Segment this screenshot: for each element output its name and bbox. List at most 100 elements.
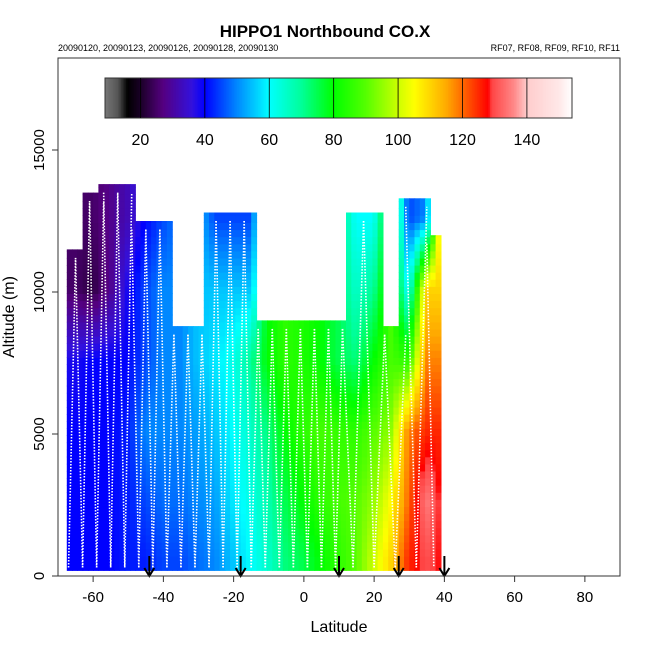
curtain-cell: [77, 407, 84, 415]
curtain-cell: [398, 463, 405, 472]
curtain-cell: [66, 563, 73, 571]
curtain-cell: [404, 357, 410, 365]
curtain-cell: [245, 272, 252, 280]
curtain-cell: [409, 250, 416, 259]
curtain-cell: [398, 449, 405, 458]
curtain-cell: [251, 556, 258, 564]
curtain-cell: [235, 250, 242, 259]
colorbar-segment: [433, 78, 436, 118]
curtain-cell: [156, 520, 163, 529]
curtain-cell: [203, 328, 210, 337]
curtain-cell: [130, 350, 136, 358]
curtain-cell: [261, 513, 268, 522]
curtain-cell: [398, 336, 405, 344]
curtain-cell: [398, 357, 405, 365]
curtain-cell: [267, 556, 273, 564]
curtain-cell: [351, 407, 358, 415]
curtain-cell: [135, 492, 142, 500]
curtain-cell: [425, 556, 431, 564]
colorbar-segment: [134, 78, 137, 118]
curtain-cell: [298, 556, 305, 564]
curtain-cell: [203, 513, 210, 522]
curtain-cell: [172, 520, 179, 529]
curtain-cell: [209, 527, 215, 536]
curtain-cell: [419, 492, 426, 500]
curtain-cell: [235, 307, 242, 316]
flight-profile-line: [74, 257, 84, 568]
colorbar-segment: [565, 78, 568, 118]
curtain-cell: [256, 399, 263, 408]
curtain-cell: [335, 478, 342, 486]
curtain-cell: [356, 321, 363, 330]
curtain-cell: [335, 541, 342, 550]
curtain-cell: [119, 300, 126, 309]
curtain-cell: [245, 506, 252, 515]
curtain-cell: [224, 265, 231, 273]
flight-profile-line: [271, 328, 281, 568]
curtain-cell: [87, 556, 94, 564]
curtain-cell: [214, 343, 221, 351]
colorbar-segment: [167, 78, 170, 118]
curtain-cell: [82, 300, 89, 309]
curtain-cell: [114, 222, 121, 231]
curtain-cell: [145, 257, 152, 266]
curtain-cell: [198, 478, 205, 486]
flight-profile-line: [306, 328, 316, 568]
curtain-cell: [361, 378, 368, 387]
curtain-cell: [435, 527, 442, 536]
colorbar-segment: [480, 78, 483, 118]
curtain-cell: [219, 428, 226, 436]
curtain-cell: [209, 265, 215, 273]
curtain-cell: [430, 399, 437, 408]
curtain-cell: [166, 336, 173, 344]
curtain-cell: [293, 513, 300, 522]
curtain-cell: [398, 236, 405, 245]
curtain-cell: [182, 350, 189, 358]
curtain-cell: [419, 506, 426, 515]
curtain-cell: [346, 385, 352, 394]
curtain-cell: [98, 243, 105, 252]
curtain-cell: [314, 513, 321, 522]
curtain-cell: [161, 265, 168, 273]
curtain-cell: [66, 392, 73, 401]
curtain-cell: [82, 364, 89, 373]
curtain-cell: [398, 265, 405, 273]
curtain-cell: [419, 293, 426, 302]
curtain-cell: [277, 364, 284, 373]
curtain-cell: [124, 435, 131, 444]
curtain-cell: [209, 236, 215, 245]
curtain-cell: [293, 435, 300, 444]
curtain-cell: [298, 499, 305, 507]
curtain-cell: [124, 336, 131, 344]
curtain-cell: [93, 229, 99, 238]
curtain-cell: [277, 414, 284, 422]
curtain-cell: [240, 520, 247, 529]
curtain-cell: [256, 470, 263, 479]
curtain-cell: [177, 527, 184, 536]
curtain-cell: [145, 534, 152, 543]
curtain-cell: [135, 350, 142, 358]
curtain-cell: [404, 499, 410, 507]
curtain-cell: [66, 534, 73, 543]
curtain-cell: [130, 492, 136, 500]
curtain-cell: [66, 407, 73, 415]
curtain-cell: [135, 470, 142, 479]
curtain-cell: [367, 321, 373, 330]
curtain-cell: [404, 279, 410, 287]
curtain-cell: [224, 541, 231, 550]
curtain-cell: [130, 300, 136, 309]
curtain-cell: [256, 428, 263, 436]
curtain-cell: [209, 243, 215, 252]
curtain-cell: [114, 392, 121, 401]
curtain-cell: [119, 236, 126, 245]
curtain-cell: [119, 506, 126, 515]
colorbar-segment: [316, 78, 319, 118]
curtain-cell: [361, 442, 368, 451]
curtain-cell: [404, 549, 410, 557]
flight-profile-line: [116, 192, 126, 568]
curtain-cell: [166, 250, 173, 259]
colorbar-segment: [208, 78, 211, 118]
curtain-cell: [340, 320, 347, 323]
curtain-cell: [140, 456, 147, 465]
